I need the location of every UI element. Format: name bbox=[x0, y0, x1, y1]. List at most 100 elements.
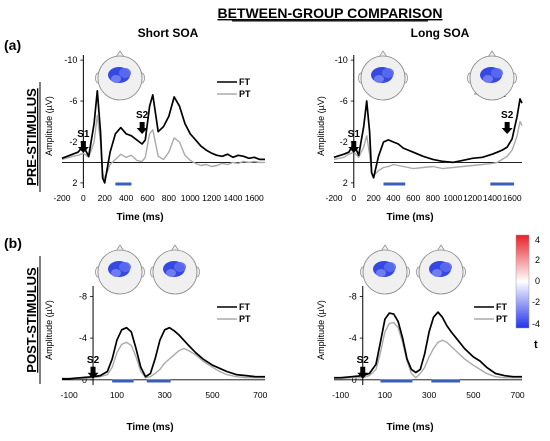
x-tick-label: 400 bbox=[119, 193, 133, 203]
panel-post-short-soa: -8 -4 0 -100 100 300 500 700 Time (ms) Amplitude … bbox=[44, 244, 268, 433]
scalp-topography-icon bbox=[467, 50, 517, 101]
x-tick-label: 300 bbox=[158, 390, 172, 400]
panel-b-label: (b) bbox=[4, 235, 22, 251]
scalp-activation-blob bbox=[374, 75, 384, 83]
stimulus-marker-label: S1 bbox=[348, 129, 361, 140]
row-label-post-stimulus: POST-STIMULUS bbox=[24, 267, 39, 373]
scalp-nose bbox=[170, 244, 180, 252]
y-tick-label: -10 bbox=[64, 55, 77, 65]
legend-label: PT bbox=[239, 89, 251, 99]
stimulus-marker-label: S2 bbox=[136, 110, 149, 121]
y-axis-title: Amplitude (µV) bbox=[316, 300, 326, 360]
down-arrow-icon bbox=[77, 141, 89, 153]
scalp-activation-blob bbox=[174, 262, 186, 272]
stimulus-marker-label: S1 bbox=[77, 129, 90, 140]
colorbar-tick: 4 bbox=[535, 235, 540, 245]
y-tick-label: 2 bbox=[343, 178, 348, 188]
y-tick-label: -8 bbox=[349, 291, 357, 301]
series-line-ft bbox=[334, 311, 522, 379]
x-tick-label: 500 bbox=[466, 390, 480, 400]
series-line-ft bbox=[333, 98, 523, 179]
scalp-activation-blob bbox=[440, 262, 452, 272]
x-tick-label: 0 bbox=[351, 193, 356, 203]
x-tick-label: 0 bbox=[81, 193, 86, 203]
y-tick-label: -6 bbox=[69, 96, 77, 106]
figure-title: BETWEEN-GROUP COMPARISON bbox=[217, 5, 442, 21]
down-arrow-icon bbox=[87, 366, 99, 379]
legend-label: FT bbox=[239, 302, 250, 312]
legend-label: FT bbox=[496, 302, 507, 312]
scalp-activation-blob bbox=[119, 68, 131, 78]
y-tick-label: -8 bbox=[79, 291, 87, 301]
scalp-topography-icon bbox=[416, 244, 466, 295]
series-line-pt bbox=[334, 321, 522, 380]
y-axis-title: Amplitude (µV) bbox=[44, 300, 54, 360]
x-tick-label: 400 bbox=[386, 193, 400, 203]
y-tick-label: -10 bbox=[335, 55, 348, 65]
scalp-nose bbox=[380, 244, 390, 252]
down-arrow-icon bbox=[357, 366, 369, 379]
x-tick-label: 1600 bbox=[503, 193, 522, 203]
colorbar-tick: -4 bbox=[532, 319, 540, 329]
scalp-nose bbox=[378, 50, 388, 58]
row-label-pre-stimulus: PRE-STIMULUS bbox=[24, 88, 39, 186]
x-tick-label: 1200 bbox=[202, 193, 221, 203]
x-tick-label: 800 bbox=[426, 193, 440, 203]
scalp-activation-blob bbox=[111, 269, 121, 277]
legend-label: FT bbox=[239, 77, 250, 87]
y-tick-label: -4 bbox=[79, 333, 87, 343]
scalp-topography-icon bbox=[358, 50, 408, 101]
x-tick-label: 700 bbox=[510, 390, 524, 400]
scalp-nose bbox=[115, 244, 125, 252]
panel-pre-long-soa: -10 -6 -2 2-200 0 200 400 600 800 1000 1200 1400 160… bbox=[316, 50, 523, 223]
scalp-activation-blob bbox=[119, 262, 131, 272]
scalp-nose bbox=[436, 244, 446, 252]
y-tick-label: -2 bbox=[340, 137, 348, 147]
y-tick-label: -6 bbox=[340, 96, 348, 106]
scalp-activation-blob bbox=[382, 68, 394, 78]
y-tick-label: -4 bbox=[349, 333, 357, 343]
scalp-activation-blob bbox=[483, 75, 493, 83]
down-arrow-icon bbox=[501, 122, 513, 134]
y-tick-label: 2 bbox=[72, 178, 77, 188]
series-line-pt bbox=[62, 341, 265, 380]
scalp-topography-icon bbox=[150, 244, 200, 295]
down-arrow-icon bbox=[136, 122, 148, 134]
series-line-pt bbox=[333, 120, 523, 177]
scalp-activation-blob bbox=[166, 269, 176, 277]
column-title-long-soa: Long SOA bbox=[411, 26, 470, 40]
x-tick-label: 700 bbox=[253, 390, 267, 400]
x-tick-label: -200 bbox=[325, 193, 342, 203]
scalp-activation-blob bbox=[376, 269, 386, 277]
y-axis-title: Amplitude (µV) bbox=[44, 96, 54, 156]
colorbar-tick: 0 bbox=[535, 276, 540, 286]
x-tick-label: 200 bbox=[366, 193, 380, 203]
series-line-ft bbox=[61, 89, 265, 184]
x-tick-label: 1000 bbox=[443, 193, 462, 203]
scalp-topography-icon bbox=[95, 244, 145, 295]
x-tick-label: 1400 bbox=[223, 193, 242, 203]
panel-pre-short-soa: -10 -6 -2 2-200 0 200 400 600 800 1000 1200 1400 160… bbox=[44, 50, 265, 223]
colorbar: 4 2 0 -2 -4 t bbox=[515, 234, 540, 351]
panel-post-long-soa: -8 -4 0-100 100 300 500 700 Time (ms) Amplitude … bbox=[316, 244, 525, 433]
x-tick-label: 100 bbox=[378, 390, 392, 400]
x-tick-label: 500 bbox=[205, 390, 219, 400]
scalp-nose bbox=[487, 50, 497, 58]
x-tick-label: -100 bbox=[61, 390, 78, 400]
x-tick-label: 300 bbox=[422, 390, 436, 400]
y-tick-label: -2 bbox=[69, 137, 77, 147]
series-line-pt bbox=[61, 114, 265, 180]
stimulus-marker-label: S2 bbox=[357, 355, 370, 366]
x-tick-label: 1000 bbox=[181, 193, 200, 203]
x-axis-title: Time (ms) bbox=[126, 422, 173, 433]
x-tick-label: 1400 bbox=[483, 193, 502, 203]
scalp-nose bbox=[115, 50, 125, 58]
y-tick-label: 0 bbox=[352, 375, 357, 385]
x-axis-title: Time (ms) bbox=[116, 212, 163, 223]
legend-label: PT bbox=[496, 314, 508, 324]
colorbar-tick: -2 bbox=[532, 297, 540, 307]
x-tick-label: 600 bbox=[140, 193, 154, 203]
x-axis-title: Time (ms) bbox=[386, 212, 433, 223]
x-tick-label: 200 bbox=[98, 193, 112, 203]
